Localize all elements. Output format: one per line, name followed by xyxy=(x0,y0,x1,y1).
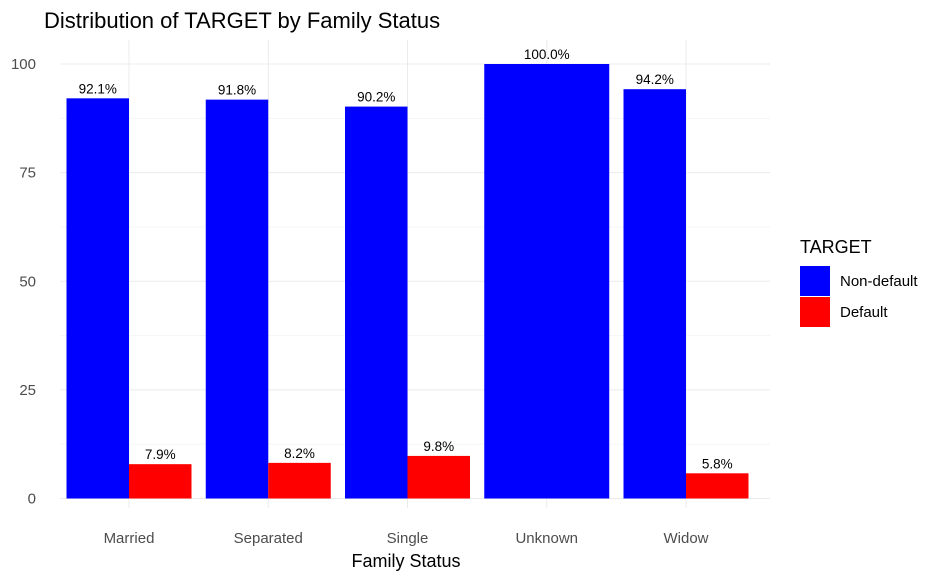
bar-non-default-unknown xyxy=(484,64,610,499)
y-tick-label: 0 xyxy=(28,491,36,508)
data-label: 7.9% xyxy=(145,447,176,462)
x-axis-ticks: Married Separated Single Unknown Widow xyxy=(104,530,709,547)
y-tick-label: 50 xyxy=(19,273,36,290)
bar-default-widow xyxy=(686,473,749,499)
y-tick-label: 25 xyxy=(19,382,36,399)
data-labels: 92.1% 7.9% 91.8% 8.2% 90.2% 9.8% 100.0% 94.2% 5.… xyxy=(79,47,733,471)
data-label: 100.0% xyxy=(524,47,570,62)
bar-non-default-separated xyxy=(205,99,269,499)
legend-swatch-default xyxy=(800,297,830,327)
chart-title: Distribution of TARGET by Family Status xyxy=(44,8,440,33)
bar-default-married xyxy=(129,464,192,499)
y-tick-label: 75 xyxy=(19,165,36,182)
data-label: 5.8% xyxy=(702,456,733,471)
legend-title: TARGET xyxy=(800,237,872,257)
legend-swatch-non-default xyxy=(800,266,830,296)
data-label: 94.2% xyxy=(636,72,674,87)
x-tick-label: Single xyxy=(387,530,429,547)
legend: TARGET Non-default Default xyxy=(800,237,918,327)
data-label: 8.2% xyxy=(284,446,315,461)
bars xyxy=(66,64,749,499)
x-tick-label: Unknown xyxy=(515,530,578,547)
data-label: 9.8% xyxy=(423,439,454,454)
x-axis-title: Family Status xyxy=(351,551,460,571)
x-tick-label: Widow xyxy=(663,530,708,547)
data-label: 92.1% xyxy=(79,81,117,96)
legend-label: Default xyxy=(840,304,888,321)
data-label: 90.2% xyxy=(357,90,395,105)
bar-non-default-widow xyxy=(623,89,686,499)
bar-default-single xyxy=(407,455,470,499)
data-label: 91.8% xyxy=(218,83,256,98)
x-tick-label: Separated xyxy=(234,530,303,547)
legend-label: Non-default xyxy=(840,273,918,290)
x-tick-label: Married xyxy=(104,530,155,547)
bar-non-default-married xyxy=(66,98,129,499)
y-tick-label: 100 xyxy=(11,56,36,73)
y-axis-ticks: 0 25 50 75 100 xyxy=(11,56,36,508)
bar-non-default-single xyxy=(345,106,408,499)
bar-default-separated xyxy=(268,462,331,499)
